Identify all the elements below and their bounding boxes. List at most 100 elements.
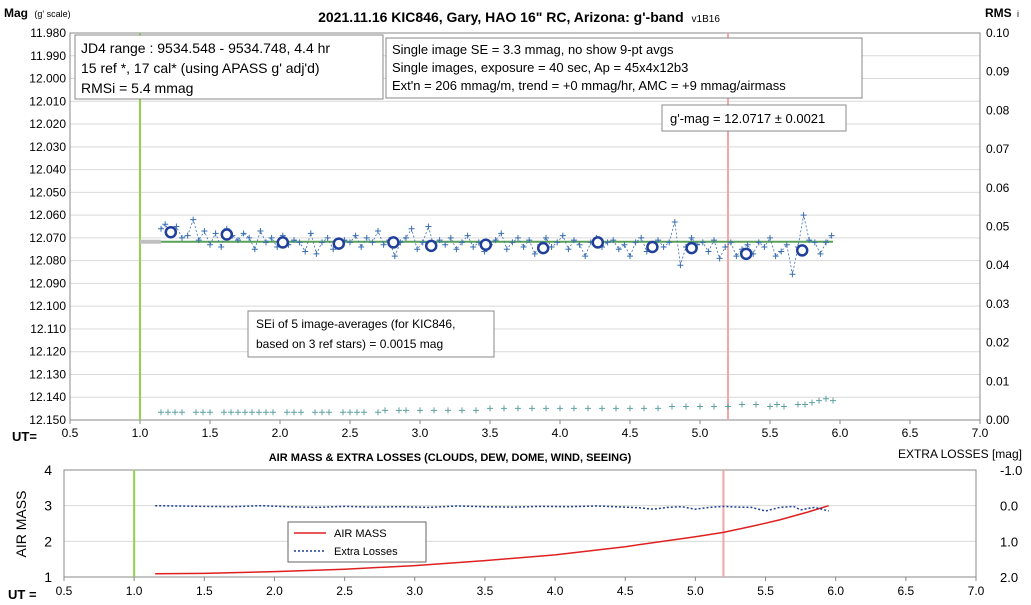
bottom-x-tick-label: 3.5 [477, 584, 494, 598]
rmsi-point [382, 407, 388, 414]
exposure-line: Single images, exposure = 40 sec, Ap = 4… [392, 60, 688, 75]
rmsi-point [326, 409, 332, 416]
rmsi-point [599, 405, 605, 412]
single-image-point [190, 216, 197, 223]
average-point [739, 247, 753, 261]
rmsi-point [543, 405, 549, 412]
average-point [795, 244, 809, 257]
bottom-plot-frame [63, 469, 977, 578]
bottom-y-tick-label: 1 [44, 569, 52, 585]
single-image-point [442, 241, 449, 248]
single-image-point [291, 237, 297, 244]
single-image-point [447, 234, 454, 241]
bottom-series [155, 504, 829, 575]
single-image-point [559, 232, 566, 239]
single-image-point [554, 239, 561, 246]
rmsi-point [613, 405, 619, 412]
single-image-point [347, 239, 353, 246]
single-image-point [369, 239, 376, 246]
svg-text:Mag (g' scale): Mag (g' scale) [4, 6, 71, 20]
rmsi-point [431, 407, 437, 414]
bottom-x-tick-label: 7.0 [968, 584, 985, 598]
top-x-tick-label: 1.5 [202, 426, 219, 440]
single-image-point [363, 234, 370, 241]
top-y-tick-label: 12.110 [30, 322, 66, 336]
single-image-point [453, 246, 460, 253]
top-y-tick-label: 12.020 [29, 117, 66, 131]
single-image-point [655, 237, 661, 244]
top-y-tick-label: 12.130 [29, 367, 66, 381]
single-image-point [711, 237, 717, 244]
top-y-axis-note: (g' scale) [34, 9, 70, 19]
single-image-point [414, 246, 421, 253]
bottom-x-tick-label: 0.5 [56, 584, 73, 598]
single-image-point [576, 241, 583, 248]
single-image-point [632, 239, 639, 246]
single-image-point [464, 232, 471, 239]
top-x-tick-label: 3.5 [482, 426, 499, 440]
top-y2-tick-label: 0.06 [986, 181, 1010, 195]
top-x-tick-label: 3.0 [412, 426, 429, 440]
bottom-y-axis-title: AIR MASS [13, 491, 29, 558]
rmsi-point [473, 407, 479, 414]
rmsi-point [830, 397, 836, 404]
single-image-point [733, 253, 740, 260]
bottom-x-tick-label: 4.5 [617, 584, 634, 598]
top-y2-tick-label: 0.10 [986, 26, 1010, 40]
top-y-tick-label: 12.040 [29, 163, 66, 177]
single-image-point [811, 239, 818, 246]
top-y-tick-label: 12.120 [29, 345, 66, 359]
rmsi-point [459, 407, 465, 414]
image-info-box: Single image SE = 3.3 mmag, no show 9-pt… [385, 37, 863, 99]
legend-extra-losses-label: Extra Losses [334, 546, 398, 558]
rmsi-point [641, 405, 647, 412]
rmsi-point [501, 405, 507, 412]
top-y-tick-label: 12.080 [29, 254, 66, 268]
rmsi-point [263, 409, 269, 416]
top-x-tick-label: 0.5 [62, 426, 79, 440]
single-image-point [419, 239, 426, 246]
rmsi-point [347, 409, 353, 416]
rmsi-point [823, 395, 829, 402]
single-image-point [565, 246, 572, 253]
bottom-y-tick-labels: 4 3 2 1 [44, 462, 52, 585]
single-image-point [436, 237, 443, 244]
rmsi-point [249, 409, 255, 416]
single-image-point [778, 248, 785, 255]
top-y-tick-label: 12.140 [29, 390, 66, 404]
rmsi-point [200, 409, 206, 416]
single-image-point [722, 243, 729, 250]
average-point [332, 237, 346, 250]
rmsi-point [298, 409, 304, 416]
average-point [685, 241, 698, 255]
bottom-x-tick-label: 6.5 [898, 584, 915, 598]
rmsi-point [207, 409, 213, 416]
single-image-point [240, 230, 247, 237]
rmsi-point [802, 401, 808, 408]
single-image-point [800, 212, 807, 219]
sei-line-1: SEi of 5 image-averages (for KIC846, [256, 317, 455, 331]
rmsi-point [312, 409, 318, 416]
top-y2-tick-label: 0.09 [986, 65, 1010, 79]
top-y-tick-label: 12.030 [29, 140, 66, 154]
single-image-point [817, 250, 824, 257]
single-image-point [604, 239, 611, 246]
single-image-point [755, 239, 762, 246]
rmsi-point [627, 405, 633, 412]
svg-text:2021.11.16 KIC846, Gary, HAO 1: 2021.11.16 KIC846, Gary, HAO 16" RC, Ari… [318, 9, 720, 25]
single-image-point [263, 239, 269, 246]
top-y-tick-label: 12.000 [29, 72, 66, 86]
average-point [164, 225, 178, 239]
single-image-point [638, 234, 645, 241]
single-image-point [235, 237, 241, 244]
bottom-chart: 4 3 2 1 -1.0 0.0 1.0 2.0 0.5 1.0 1.5 2.0 2.5 3.0 3.5… [8, 447, 1022, 602]
jd-range-box: JD4 range : 9534.548 - 9534.748, 4.4 hr … [74, 34, 384, 100]
rmsi-point [256, 409, 262, 416]
bottom-y2-axis-title: EXTRA LOSSES [mag] [898, 447, 1022, 461]
top-y2-tick-label: 0.02 [986, 336, 1010, 350]
single-image-point [520, 243, 527, 250]
top-y-tick-label: 12.100 [29, 299, 66, 313]
bottom-x-tick-labels: 0.5 1.0 1.5 2.0 2.5 3.0 3.5 4.0 4.5 5.0 5.5 6.0 6.5 7… [56, 577, 985, 598]
top-x-tick-label: 2.0 [272, 426, 289, 440]
rmsi-point [242, 409, 248, 416]
